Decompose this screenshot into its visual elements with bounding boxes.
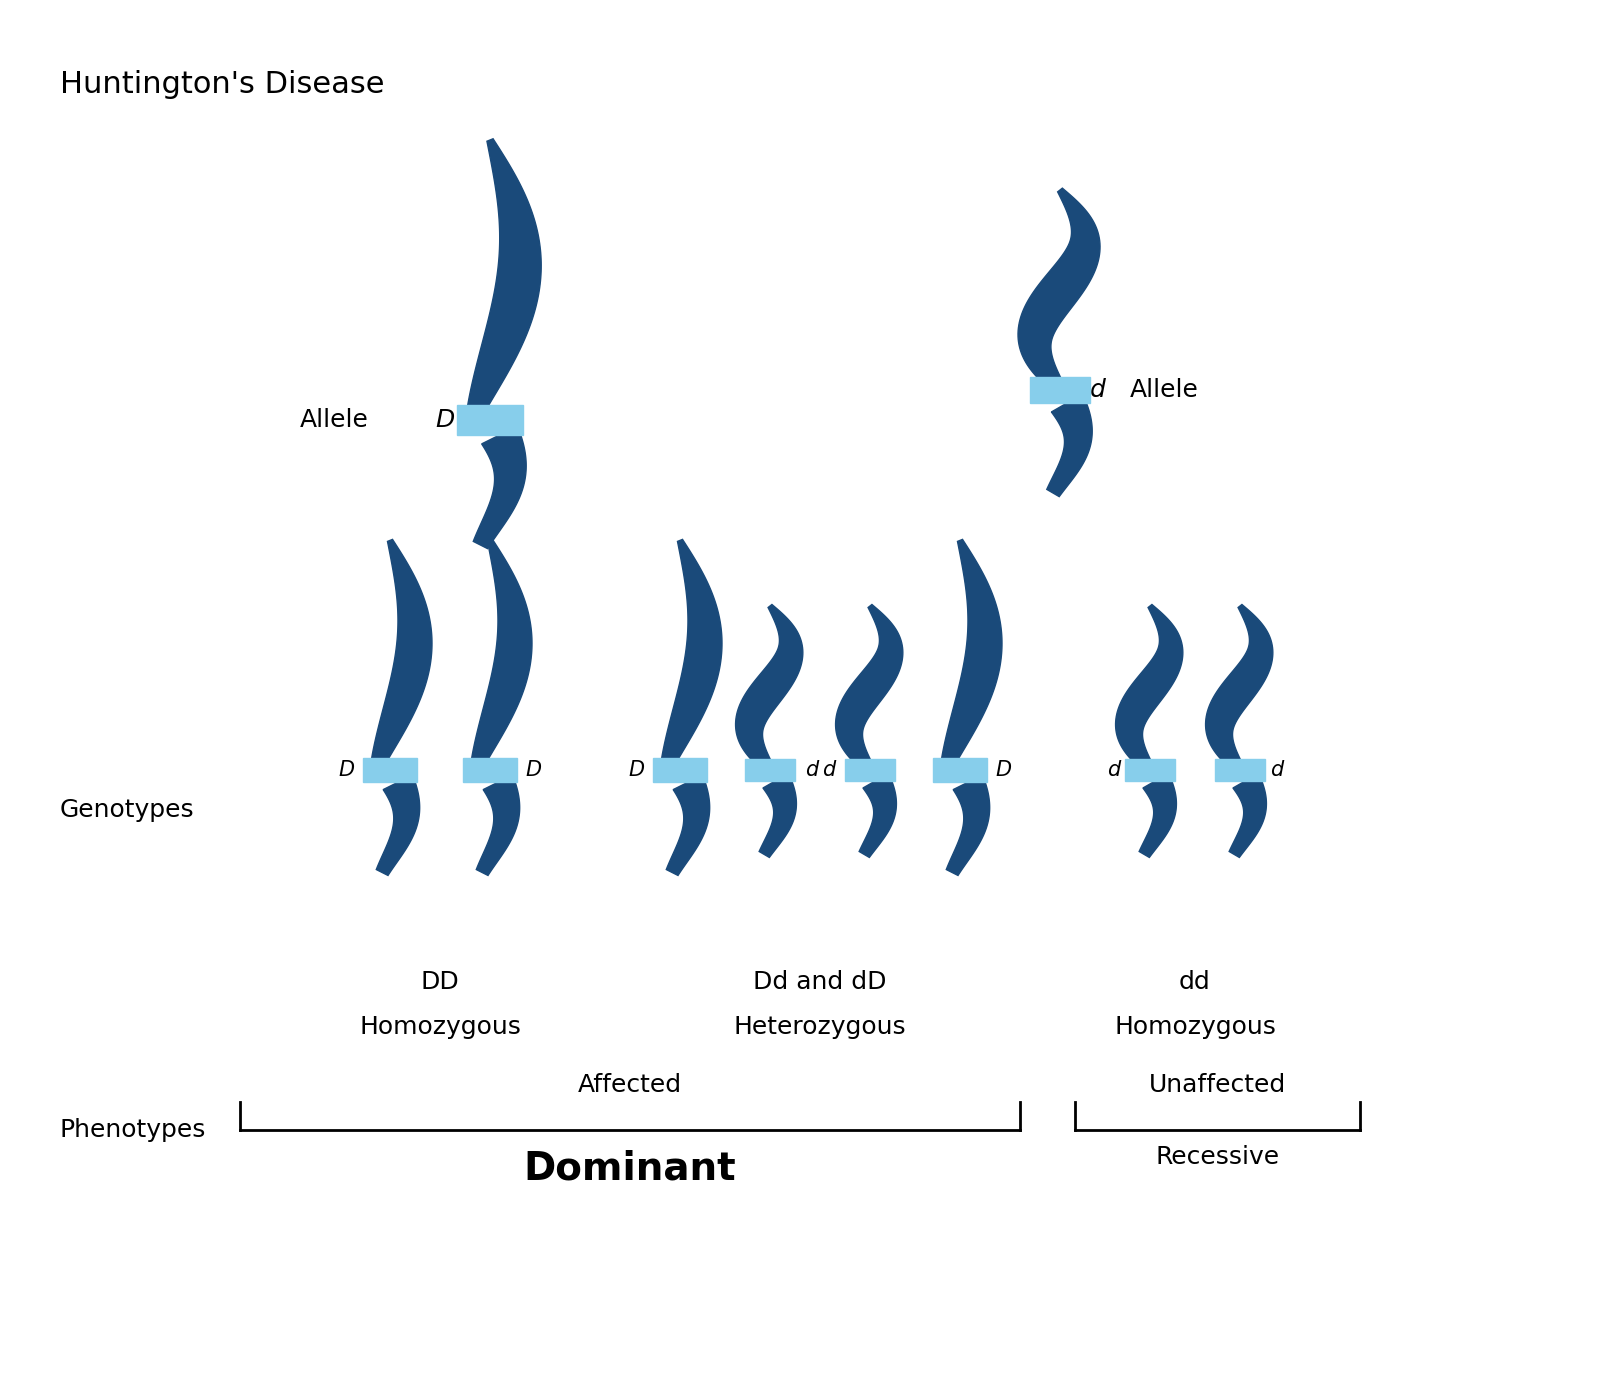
- Polygon shape: [474, 426, 526, 549]
- Text: D: D: [339, 761, 355, 780]
- Bar: [1030, 378, 1090, 404]
- Bar: [933, 758, 987, 783]
- Text: d: d: [1270, 761, 1283, 780]
- Bar: [1125, 759, 1174, 781]
- Text: d: d: [1107, 761, 1120, 780]
- Bar: [363, 758, 418, 783]
- Bar: [1216, 759, 1264, 781]
- Polygon shape: [376, 774, 419, 876]
- Polygon shape: [736, 604, 803, 773]
- Text: Dominant: Dominant: [523, 1151, 736, 1188]
- Polygon shape: [466, 139, 541, 422]
- Text: D: D: [995, 761, 1011, 780]
- Polygon shape: [1115, 604, 1182, 773]
- Text: Allele: Allele: [1130, 378, 1198, 402]
- Bar: [845, 759, 894, 781]
- Polygon shape: [477, 774, 520, 876]
- Text: d: d: [1090, 378, 1106, 402]
- Text: Genotypes: Genotypes: [61, 798, 195, 822]
- Text: Huntington's Disease: Huntington's Disease: [61, 70, 384, 99]
- Text: d: d: [805, 761, 818, 780]
- Polygon shape: [758, 773, 797, 857]
- Text: D: D: [435, 408, 454, 432]
- Text: Homozygous: Homozygous: [1114, 1015, 1275, 1039]
- Polygon shape: [835, 604, 902, 773]
- Polygon shape: [941, 540, 1002, 772]
- Polygon shape: [661, 540, 722, 772]
- Text: Allele: Allele: [301, 408, 370, 432]
- Polygon shape: [1018, 188, 1101, 394]
- Polygon shape: [370, 540, 432, 772]
- Bar: [462, 758, 517, 783]
- Text: Unaffected: Unaffected: [1149, 1074, 1286, 1097]
- Polygon shape: [1139, 773, 1176, 857]
- Polygon shape: [470, 540, 531, 772]
- Text: D: D: [629, 761, 645, 780]
- Text: Homozygous: Homozygous: [358, 1015, 522, 1039]
- Polygon shape: [666, 774, 710, 876]
- Polygon shape: [1229, 773, 1267, 857]
- Text: Dd and dD: Dd and dD: [754, 969, 886, 994]
- Text: Affected: Affected: [578, 1074, 682, 1097]
- Bar: [458, 405, 523, 435]
- Polygon shape: [946, 774, 990, 876]
- Text: dd: dd: [1179, 969, 1211, 994]
- Text: d: d: [822, 761, 835, 780]
- Text: Phenotypes: Phenotypes: [61, 1118, 206, 1142]
- Text: DD: DD: [421, 969, 459, 994]
- Polygon shape: [859, 773, 896, 857]
- Polygon shape: [1046, 394, 1093, 497]
- Bar: [653, 758, 707, 783]
- Text: D: D: [525, 761, 541, 780]
- Bar: [746, 759, 795, 781]
- Polygon shape: [1205, 604, 1274, 773]
- Text: Recessive: Recessive: [1155, 1145, 1280, 1168]
- Text: Heterozygous: Heterozygous: [734, 1015, 906, 1039]
